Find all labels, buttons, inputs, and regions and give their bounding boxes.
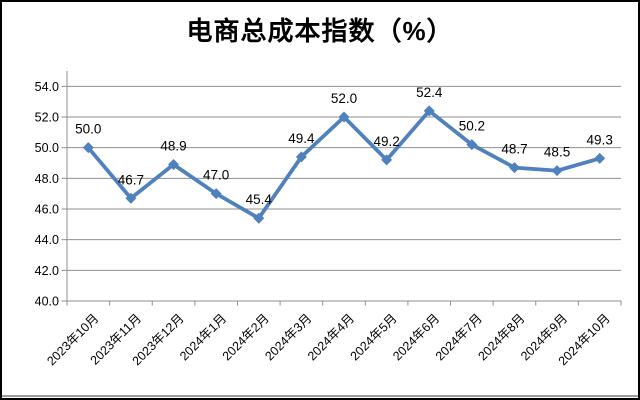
y-axis-label: 52.0 — [35, 111, 59, 125]
data-point-marker — [210, 188, 222, 200]
y-axis-label: 40.0 — [35, 295, 59, 309]
bottom-border-rule — [2, 395, 638, 397]
data-point-marker — [295, 151, 307, 163]
data-point-label: 49.4 — [288, 131, 315, 146]
data-point-label: 47.0 — [203, 168, 229, 183]
y-axis-label: 42.0 — [35, 264, 59, 278]
data-point-label: 50.0 — [75, 122, 101, 137]
data-point-label: 48.7 — [501, 142, 527, 157]
data-point-label: 52.4 — [416, 85, 443, 100]
data-point-marker — [423, 105, 435, 117]
data-point-label: 48.5 — [544, 145, 570, 160]
data-point-marker — [253, 212, 265, 224]
chart-title: 电商总成本指数（%） — [186, 16, 454, 46]
y-axis-label: 54.0 — [35, 80, 59, 94]
data-point-marker — [168, 159, 180, 171]
data-point-label: 49.2 — [373, 134, 399, 149]
y-axis-label: 46.0 — [35, 203, 59, 217]
data-point-label: 46.7 — [118, 172, 144, 187]
data-point-marker — [82, 142, 94, 154]
data-point-label: 52.0 — [331, 91, 357, 106]
data-point-marker — [551, 165, 563, 177]
data-point-label: 49.3 — [587, 132, 613, 147]
y-axis-label: 48.0 — [35, 172, 59, 186]
data-point-marker — [466, 139, 478, 151]
data-point-marker — [508, 162, 520, 174]
data-point-marker — [125, 192, 137, 204]
data-point-marker — [381, 154, 393, 166]
data-point-label: 48.9 — [160, 139, 186, 154]
data-point-label: 50.2 — [459, 119, 485, 134]
series-line — [86, 108, 601, 221]
data-point-marker — [338, 111, 350, 123]
data-point-marker — [594, 152, 606, 164]
data-point-label: 45.4 — [246, 192, 273, 207]
y-axis-label: 44.0 — [35, 233, 59, 247]
y-axis-label: 50.0 — [35, 141, 59, 155]
